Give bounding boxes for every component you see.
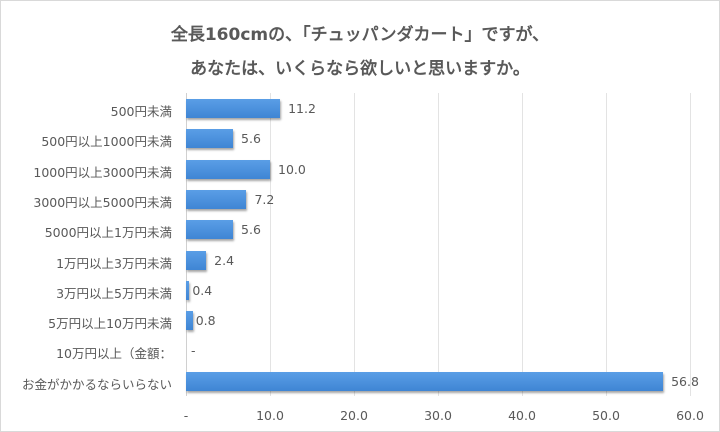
x-tick-label: -: [183, 408, 189, 423]
category-label: 1万円以上3万円未満: [56, 255, 172, 271]
category-label: 500円未満: [110, 104, 172, 119]
x-tick-label: 60.0: [676, 408, 704, 423]
bar[interactable]: [186, 220, 234, 240]
gridline: [438, 93, 439, 396]
x-tick-label: 40.0: [508, 408, 536, 423]
gridline: [690, 93, 691, 396]
gridline: [606, 93, 607, 396]
bar[interactable]: [186, 371, 664, 391]
bar[interactable]: [186, 311, 193, 331]
category-label: 3万円以上5万円未満: [56, 285, 172, 301]
data-label: 7.2: [254, 191, 275, 207]
category-label: 10万円以上（金額：: [56, 346, 172, 362]
data-label: -: [191, 343, 196, 359]
y-axis-line: [186, 93, 187, 396]
category-label: 500円以上1000円未満: [41, 134, 172, 150]
bar[interactable]: [186, 280, 190, 300]
chart-title-line-1: 全長160cmの、「チュッパンダカート」ですが、: [170, 25, 550, 45]
category-label: お金がかかるならいらない: [21, 376, 172, 392]
x-tick-label: 30.0: [424, 408, 452, 423]
data-label: 5.6: [241, 222, 261, 238]
x-tick-label: 20.0: [340, 408, 368, 423]
data-label: 56.8: [671, 373, 699, 389]
category-label: 5000円以上1万円未満: [44, 225, 172, 241]
x-tick-label: 50.0: [592, 408, 620, 423]
data-label: 11.2: [288, 101, 316, 116]
bar[interactable]: [186, 129, 234, 149]
x-tick-label: 10.0: [256, 408, 284, 423]
gridline: [270, 93, 271, 396]
bar[interactable]: [186, 189, 247, 209]
gridline: [354, 93, 355, 396]
gridline: [522, 93, 523, 396]
data-label: 5.6: [241, 131, 261, 147]
bar[interactable]: [186, 99, 281, 118]
bar[interactable]: [186, 250, 207, 270]
category-label: 5万円以上10万円未満: [48, 316, 172, 332]
data-label: 0.4: [192, 282, 213, 298]
data-label: 2.4: [214, 252, 235, 268]
bar[interactable]: [186, 159, 270, 179]
data-label: 0.8: [195, 313, 216, 329]
category-label: 1000円以上3000円未満: [33, 164, 172, 180]
category-label: 3000円以上5000円未満: [33, 194, 172, 210]
data-label: 10.0: [278, 161, 306, 177]
plot-area: 11.2 5.6 10.0 7.2 5.6 2.4 0.4 0.8 - 56.8: [186, 93, 699, 396]
chart-title-line-2: あなたは、いくらなら欲しいと思いますか。: [190, 59, 530, 79]
